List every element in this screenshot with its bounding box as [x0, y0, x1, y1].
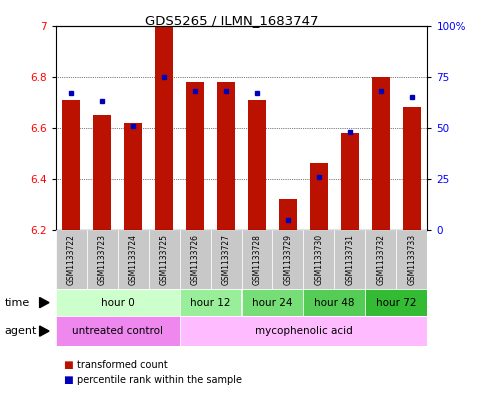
Bar [180, 230, 211, 289]
Text: hour 72: hour 72 [376, 298, 417, 308]
Text: hour 48: hour 48 [314, 298, 355, 308]
Polygon shape [40, 298, 49, 308]
Text: GSM1133726: GSM1133726 [190, 234, 199, 285]
Bar [86, 230, 117, 289]
Text: GSM1133729: GSM1133729 [284, 234, 293, 285]
Text: hour 24: hour 24 [252, 298, 293, 308]
Text: GSM1133727: GSM1133727 [222, 234, 230, 285]
Text: ■: ■ [63, 375, 72, 386]
Bar [303, 289, 366, 316]
Bar [180, 289, 242, 316]
Text: GSM1133731: GSM1133731 [345, 234, 355, 285]
Text: untreated control: untreated control [72, 326, 163, 336]
Text: GSM1133722: GSM1133722 [67, 234, 75, 285]
Bar [242, 230, 272, 289]
Text: GSM1133728: GSM1133728 [253, 234, 261, 285]
Bar [248, 99, 266, 230]
Text: GSM1133725: GSM1133725 [159, 234, 169, 285]
Text: GSM1133730: GSM1133730 [314, 234, 324, 285]
Bar [155, 26, 173, 230]
Bar [242, 289, 303, 316]
Text: ■: ■ [63, 360, 72, 370]
Bar [366, 230, 397, 289]
Bar [124, 123, 142, 230]
Text: GSM1133732: GSM1133732 [376, 234, 385, 285]
Bar [217, 82, 235, 230]
Bar [310, 163, 328, 230]
Bar [180, 316, 427, 346]
Text: GDS5265 / ILMN_1683747: GDS5265 / ILMN_1683747 [145, 14, 319, 27]
Bar [93, 115, 112, 230]
Text: percentile rank within the sample: percentile rank within the sample [77, 375, 242, 386]
Bar [117, 230, 149, 289]
Bar [341, 133, 359, 230]
Text: hour 0: hour 0 [100, 298, 134, 308]
Text: GSM1133724: GSM1133724 [128, 234, 138, 285]
Text: hour 12: hour 12 [190, 298, 231, 308]
Bar [62, 99, 80, 230]
Bar [372, 77, 390, 230]
Polygon shape [40, 326, 49, 336]
Text: time: time [5, 298, 30, 308]
Bar [303, 230, 334, 289]
Bar [279, 199, 297, 230]
Bar [403, 107, 421, 230]
Text: GSM1133723: GSM1133723 [98, 234, 107, 285]
Bar [397, 230, 427, 289]
Bar [149, 230, 180, 289]
Bar [272, 230, 303, 289]
Bar [56, 316, 180, 346]
Bar [56, 230, 86, 289]
Bar [334, 230, 366, 289]
Text: GSM1133733: GSM1133733 [408, 234, 416, 285]
Bar [366, 289, 427, 316]
Text: agent: agent [5, 326, 37, 336]
Bar [211, 230, 242, 289]
Text: transformed count: transformed count [77, 360, 168, 370]
Text: mycophenolic acid: mycophenolic acid [255, 326, 353, 336]
Bar [186, 82, 204, 230]
Bar [56, 289, 180, 316]
